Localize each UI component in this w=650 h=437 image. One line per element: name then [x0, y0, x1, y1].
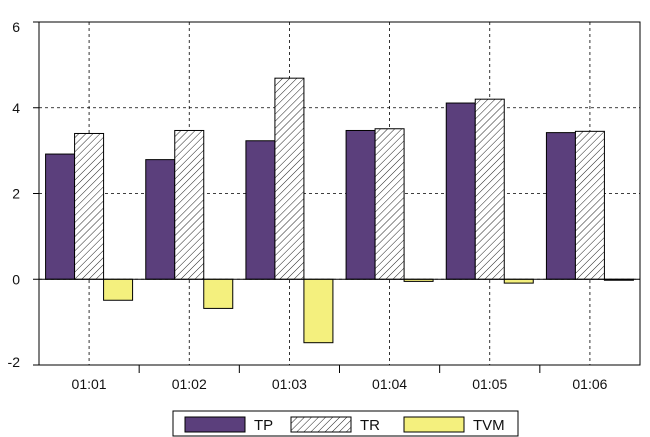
bar-tvm — [503, 278, 534, 284]
legend-swatch-tr — [290, 416, 352, 433]
x-tick-label: 01:02 — [172, 376, 207, 392]
bar-tp — [445, 102, 476, 280]
bar-tvm — [303, 278, 334, 344]
bar-tr — [174, 129, 205, 280]
bar-tr — [74, 132, 105, 280]
legend: TP TR TVM — [172, 410, 519, 437]
y-tick-label: 2 — [12, 186, 20, 202]
bar-tvm — [103, 278, 134, 301]
y-tick-label: 0 — [12, 271, 20, 287]
bar-tp — [45, 153, 76, 280]
axis-ticks: 6 4 2 0 -2 01:01 01:02 01:03 01:04 01:05 01:06 — [8, 19, 608, 392]
bar-tvm — [203, 278, 234, 309]
bar-tr — [474, 98, 505, 280]
x-tick-label: 01:01 — [72, 376, 107, 392]
bar-tp — [345, 129, 376, 280]
bar-tp — [145, 159, 176, 280]
x-tick-label: 01:04 — [372, 376, 407, 392]
legend-label-tvm: TVM — [473, 417, 505, 434]
legend-label-tp: TP — [254, 417, 273, 434]
legend-swatch-tvm — [403, 416, 465, 433]
legend-label-tr: TR — [360, 417, 380, 434]
bar-tr — [274, 77, 305, 280]
bar-tp — [245, 140, 276, 280]
x-tick-label: 01:05 — [472, 376, 507, 392]
bar-tp — [545, 132, 576, 280]
y-tick-label: -2 — [8, 354, 21, 370]
x-tick-label: 01:06 — [572, 376, 607, 392]
x-tick-label: 01:03 — [272, 376, 307, 392]
y-tick-label: 6 — [12, 19, 20, 35]
bar-tr — [574, 130, 605, 280]
legend-swatch-tp — [184, 416, 246, 433]
bars — [39, 77, 640, 344]
bar-tr — [374, 128, 405, 280]
y-tick-label: 4 — [12, 100, 20, 116]
